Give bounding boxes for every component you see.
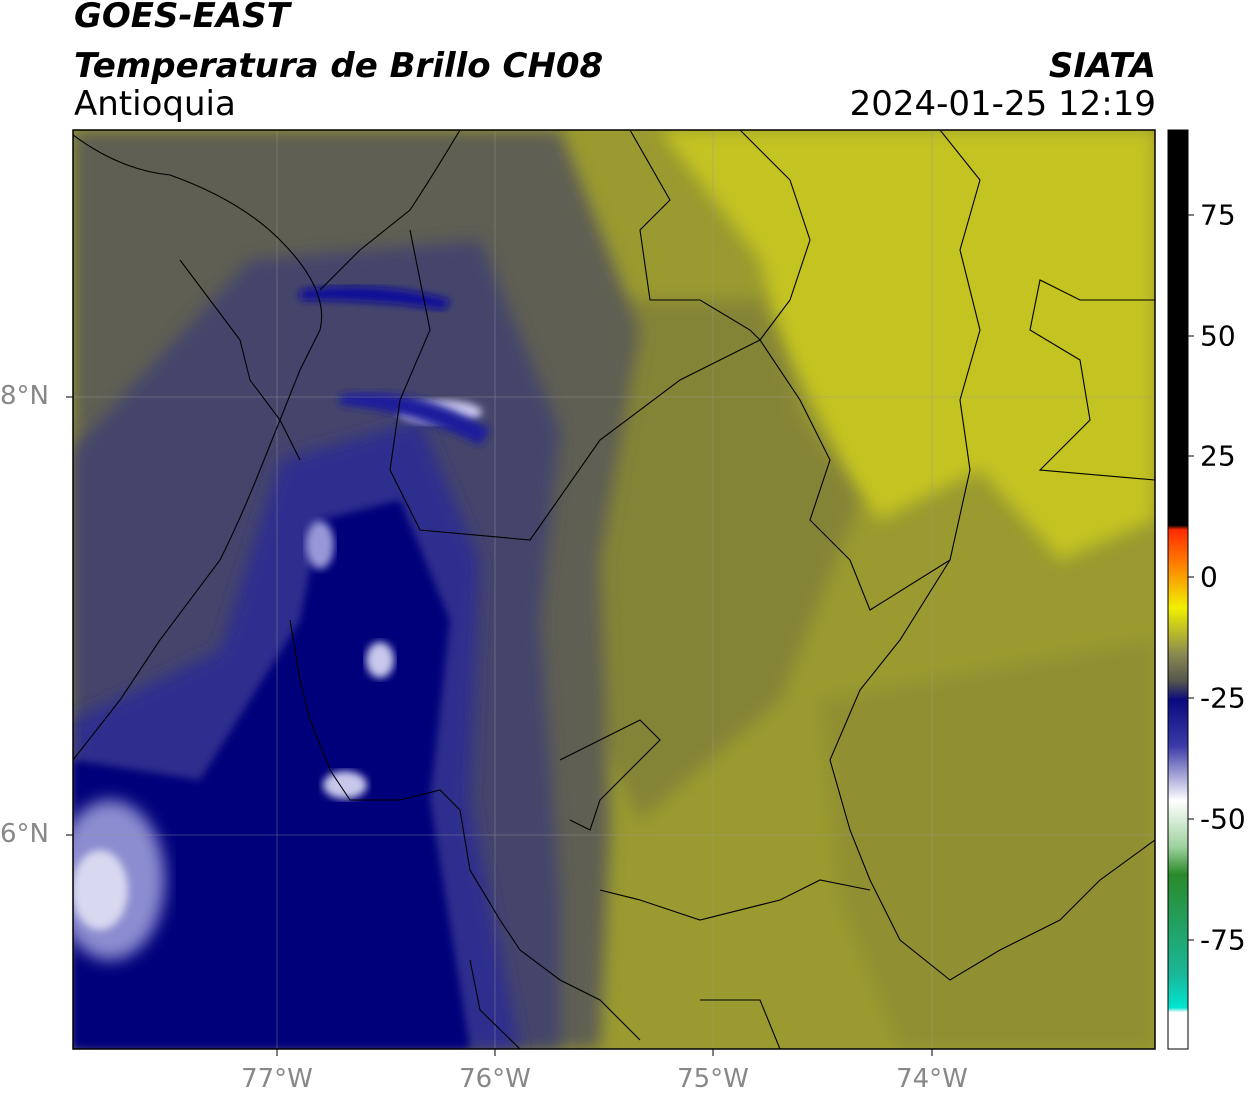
satellite-title: GOES-EAST: [74, 0, 290, 36]
region-label: Antioquia: [74, 84, 236, 124]
map-frame: [72, 129, 1156, 1050]
lon-label-76w: 76°W: [459, 1064, 531, 1094]
agency-label: SIATA: [1048, 46, 1156, 86]
colorbar-label-minus25: -25: [1200, 681, 1246, 715]
lat-label-8n: 8°N: [0, 381, 49, 411]
boundary-lines: [73, 130, 1155, 1049]
colorbar: [1167, 129, 1194, 1050]
axis-ticks: [66, 396, 933, 1056]
product-title: Temperatura de Brillo CH08: [74, 46, 604, 86]
lat-label-6n: 6°N: [0, 819, 49, 849]
lon-label-74w: 74°W: [896, 1064, 968, 1094]
lon-label-75w: 75°W: [677, 1064, 749, 1094]
colorbar-label-minus50: -50: [1200, 802, 1246, 836]
colorbar-label-75: 75: [1200, 198, 1236, 232]
lon-label-77w: 77°W: [241, 1064, 313, 1094]
colorbar-label-minus75: -75: [1200, 923, 1246, 957]
map-field: [73, 130, 1155, 1049]
graticule: [73, 130, 1155, 1049]
colorbar-label-25: 25: [1200, 439, 1236, 473]
colorbar-label-0: 0: [1200, 560, 1218, 594]
colorbar-label-50: 50: [1200, 319, 1236, 353]
datetime-label: 2024-01-25 12:19: [849, 84, 1156, 124]
